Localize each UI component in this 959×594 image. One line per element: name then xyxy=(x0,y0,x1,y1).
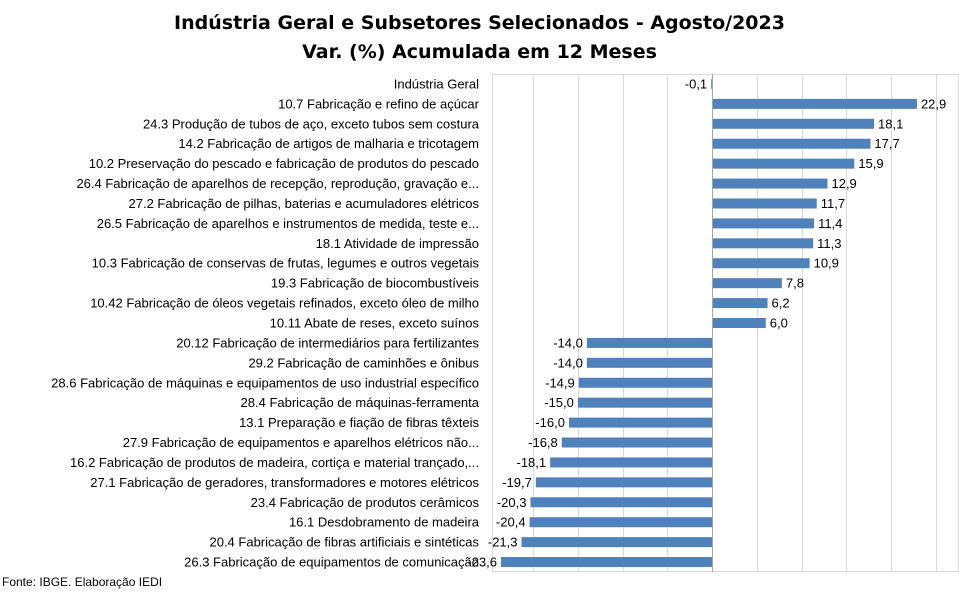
bar xyxy=(712,318,766,328)
bar xyxy=(586,357,713,368)
category-label: 18.1 Atividade de impressão xyxy=(316,236,479,251)
bar xyxy=(500,557,713,568)
data-label: -16,0 xyxy=(535,415,565,430)
data-label: -15,0 xyxy=(544,395,574,410)
category-label: 26.4 Fabricação de aparelhos de recepção… xyxy=(76,176,479,191)
data-label: -14,0 xyxy=(553,355,583,370)
bar xyxy=(712,218,815,229)
bar xyxy=(712,198,817,209)
data-label: -19,7 xyxy=(502,475,532,490)
bar xyxy=(530,497,713,508)
category-label: 19.3 Fabricação de biocombustíveis xyxy=(271,276,480,291)
bar xyxy=(712,298,768,309)
bar xyxy=(568,417,713,428)
category-label: 28.4 Fabricação de máquinas-ferramenta xyxy=(241,395,480,410)
bar xyxy=(577,397,713,408)
data-label: -21,3 xyxy=(488,535,518,550)
category-label: 27.1 Fabricação de geradores, transforma… xyxy=(90,475,479,490)
category-label: 26.5 Fabricação de aparelhos e instrumen… xyxy=(97,216,479,231)
data-label: 15,9 xyxy=(858,156,883,171)
category-label: 24.3 Produção de tubos de aço, exceto tu… xyxy=(143,116,480,131)
category-label: Indústria Geral xyxy=(394,76,479,91)
bar xyxy=(529,517,713,528)
chart-subtitle: Var. (%) Acumulada em 12 Meses xyxy=(302,41,657,63)
data-label: 11,4 xyxy=(818,216,842,231)
category-label: 10.42 Fabricação de óleos vegetais refin… xyxy=(90,296,479,311)
category-label: 10.2 Preservação do pescado e fabricação… xyxy=(89,156,479,171)
data-label: 6,0 xyxy=(770,316,788,331)
bar xyxy=(712,178,828,189)
category-label: 27.2 Fabricação de pilhas, baterias e ac… xyxy=(129,196,480,211)
category-label: 10.7 Fabricação e refino de açúcar xyxy=(278,96,480,111)
data-label: 17,7 xyxy=(874,136,899,151)
category-label: 23.4 Fabricação de produtos cerâmicos xyxy=(251,495,480,510)
data-label: 18,1 xyxy=(878,116,903,131)
data-label: 11,3 xyxy=(817,236,841,251)
data-label: -18,1 xyxy=(517,455,547,470)
data-label: -16,8 xyxy=(528,435,558,450)
bar xyxy=(712,98,917,109)
category-label: 16.2 Fabricação de produtos de madeira, … xyxy=(70,455,479,470)
data-label: 11,7 xyxy=(821,196,845,211)
bar xyxy=(712,138,871,149)
category-label: 28.6 Fabricação de máquinas e equipament… xyxy=(51,375,479,390)
bar xyxy=(712,158,855,169)
bar xyxy=(578,377,713,388)
bar xyxy=(535,477,713,488)
data-label: 7,8 xyxy=(786,276,804,291)
category-label: 26.3 Fabricação de equipamentos de comun… xyxy=(184,555,479,570)
data-label: 10,9 xyxy=(814,256,839,271)
category-label: 20.12 Fabricação de intermediários para … xyxy=(176,335,479,350)
data-label: -23,6 xyxy=(467,555,497,570)
chart-title: Indústria Geral e Subsetores Selecionado… xyxy=(174,12,785,34)
category-label: 10.3 Fabricação de conservas de frutas, … xyxy=(92,256,480,271)
bar xyxy=(561,437,713,448)
bar xyxy=(712,278,782,289)
data-label: 6,2 xyxy=(772,296,790,311)
category-label: 20.4 Fabricação de fibras artificiais e … xyxy=(209,535,479,550)
data-label: -20,3 xyxy=(497,495,527,510)
category-label: 27.9 Fabricação de equipamentos e aparel… xyxy=(123,435,479,450)
bar xyxy=(712,258,810,269)
category-label: 14.2 Fabricação de artigos de malharia e… xyxy=(178,136,479,151)
data-label: -20,4 xyxy=(496,515,526,530)
bar xyxy=(550,457,713,468)
data-label: 22,9 xyxy=(921,96,946,111)
data-label: -14,9 xyxy=(545,375,575,390)
category-label: 10.11 Abate de reses, exceto suínos xyxy=(270,316,480,331)
bar xyxy=(521,537,713,548)
bar xyxy=(712,118,875,129)
category-label: 29.2 Fabricação de caminhões e ônibus xyxy=(248,355,479,370)
data-label: -14,0 xyxy=(553,335,583,350)
bar xyxy=(586,337,713,348)
data-label: 12,9 xyxy=(831,176,856,191)
data-label: -0,1 xyxy=(685,76,707,91)
bar xyxy=(712,238,814,249)
category-label: 16.1 Desdobramento de madeira xyxy=(289,515,480,530)
bar xyxy=(711,78,713,89)
category-label: 13.1 Preparação e fiação de fibras têxte… xyxy=(239,415,479,430)
source-note: Fonte: IBGE. Elaboração IEDI xyxy=(2,575,163,589)
